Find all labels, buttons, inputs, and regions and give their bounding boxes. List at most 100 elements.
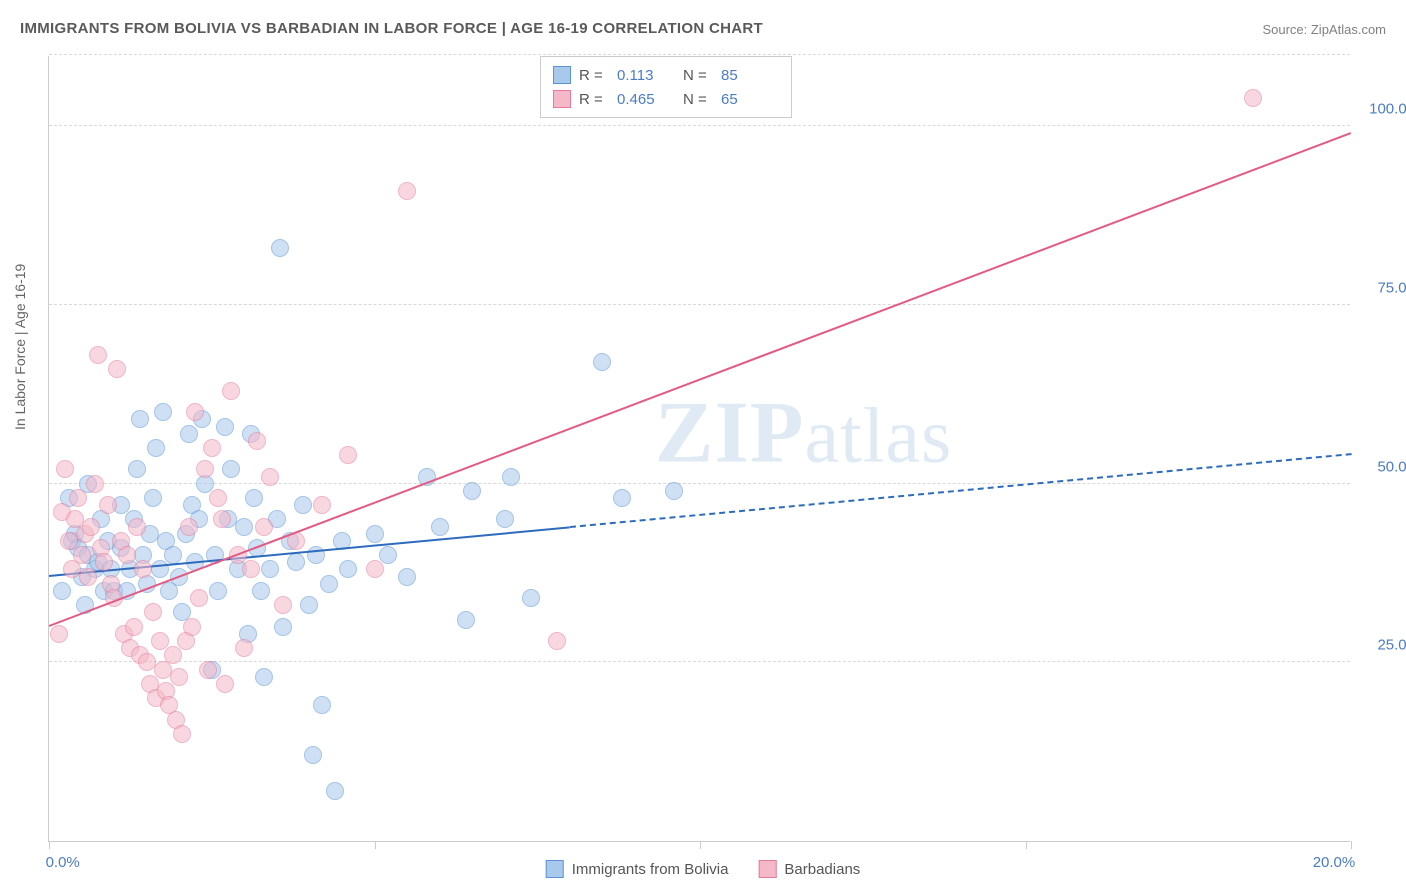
point-bolivia [235, 518, 253, 536]
point-bolivia [496, 510, 514, 528]
point-barbadians [313, 496, 331, 514]
scatter-plot-area: ZIPatlas 25.0%50.0%75.0%100.0%0.0%20.0% [48, 56, 1350, 842]
point-bolivia [313, 696, 331, 714]
point-barbadians [99, 496, 117, 514]
y-tick-label: 75.0% [1360, 280, 1406, 297]
point-barbadians [196, 460, 214, 478]
legend-item-barbadians: Barbadians [758, 860, 860, 878]
n-label: N = [683, 91, 713, 108]
gridline-h [49, 125, 1350, 126]
chart-title: IMMIGRANTS FROM BOLIVIA VS BARBADIAN IN … [20, 20, 763, 37]
x-tick [49, 841, 50, 849]
point-bolivia [304, 746, 322, 764]
gridline-h [49, 483, 1350, 484]
point-barbadians [548, 632, 566, 650]
point-barbadians [82, 518, 100, 536]
correlation-legend: R = 0.113 N = 85 R = 0.465 N = 65 [540, 56, 792, 118]
point-barbadians [79, 568, 97, 586]
point-bolivia [131, 410, 149, 428]
point-barbadians [235, 639, 253, 657]
point-barbadians [144, 603, 162, 621]
x-tick [375, 841, 376, 849]
point-barbadians [248, 432, 266, 450]
y-tick-label: 25.0% [1360, 637, 1406, 654]
point-bolivia [128, 460, 146, 478]
point-barbadians [199, 661, 217, 679]
point-bolivia [398, 568, 416, 586]
point-bolivia [379, 546, 397, 564]
n-value-bolivia: 85 [721, 67, 779, 84]
point-bolivia [154, 403, 172, 421]
gridline-h [49, 304, 1350, 305]
r-label: R = [579, 67, 609, 84]
point-barbadians [95, 553, 113, 571]
source-attribution: Source: ZipAtlas.com [1262, 22, 1386, 37]
series-legend: Immigrants from Bolivia Barbadians [546, 860, 861, 878]
point-barbadians [242, 560, 260, 578]
point-bolivia [613, 489, 631, 507]
r-label: R = [579, 91, 609, 108]
point-bolivia [300, 596, 318, 614]
point-bolivia [294, 496, 312, 514]
legend-label-bolivia: Immigrants from Bolivia [572, 861, 729, 878]
point-bolivia [144, 489, 162, 507]
point-barbadians [183, 618, 201, 636]
point-barbadians [203, 439, 221, 457]
point-bolivia [431, 518, 449, 536]
point-barbadians [118, 546, 136, 564]
point-bolivia [271, 239, 289, 257]
y-tick-label: 100.0% [1360, 101, 1406, 118]
point-bolivia [287, 553, 305, 571]
point-barbadians [73, 546, 91, 564]
point-bolivia [252, 582, 270, 600]
point-barbadians [339, 446, 357, 464]
y-tick-label: 50.0% [1360, 458, 1406, 475]
point-bolivia [502, 468, 520, 486]
point-bolivia [339, 560, 357, 578]
swatch-bolivia [553, 66, 571, 84]
point-barbadians [261, 468, 279, 486]
x-tick [1351, 841, 1352, 849]
point-barbadians [186, 403, 204, 421]
point-bolivia [209, 582, 227, 600]
point-barbadians [274, 596, 292, 614]
point-barbadians [60, 532, 78, 550]
x-tick [1026, 841, 1027, 849]
point-barbadians [56, 460, 74, 478]
point-bolivia [53, 582, 71, 600]
point-bolivia [366, 525, 384, 543]
x-tick-label: 0.0% [46, 854, 80, 871]
gridline-h [49, 661, 1350, 662]
point-barbadians [366, 560, 384, 578]
point-barbadians [164, 646, 182, 664]
point-barbadians [128, 518, 146, 536]
point-bolivia [180, 425, 198, 443]
point-bolivia [593, 353, 611, 371]
point-barbadians [173, 725, 191, 743]
legend-row-barbadians: R = 0.465 N = 65 [553, 87, 779, 111]
point-bolivia [463, 482, 481, 500]
watermark: ZIPatlas [655, 382, 953, 483]
point-barbadians [255, 518, 273, 536]
n-label: N = [683, 67, 713, 84]
point-barbadians [180, 518, 198, 536]
point-barbadians [50, 625, 68, 643]
n-value-barbadians: 65 [721, 91, 779, 108]
point-barbadians [86, 475, 104, 493]
r-value-barbadians: 0.465 [617, 91, 675, 108]
swatch-bolivia [546, 860, 564, 878]
swatch-barbadians [758, 860, 776, 878]
point-bolivia [665, 482, 683, 500]
point-bolivia [216, 418, 234, 436]
x-tick-label: 20.0% [1313, 854, 1356, 871]
point-barbadians [125, 618, 143, 636]
y-axis-label: In Labor Force | Age 16-19 [12, 264, 28, 430]
point-barbadians [1244, 89, 1262, 107]
point-bolivia [457, 611, 475, 629]
point-bolivia [522, 589, 540, 607]
trendline-barbadians [49, 132, 1352, 627]
point-barbadians [213, 510, 231, 528]
x-tick [700, 841, 701, 849]
r-value-bolivia: 0.113 [617, 67, 675, 84]
point-bolivia [326, 782, 344, 800]
